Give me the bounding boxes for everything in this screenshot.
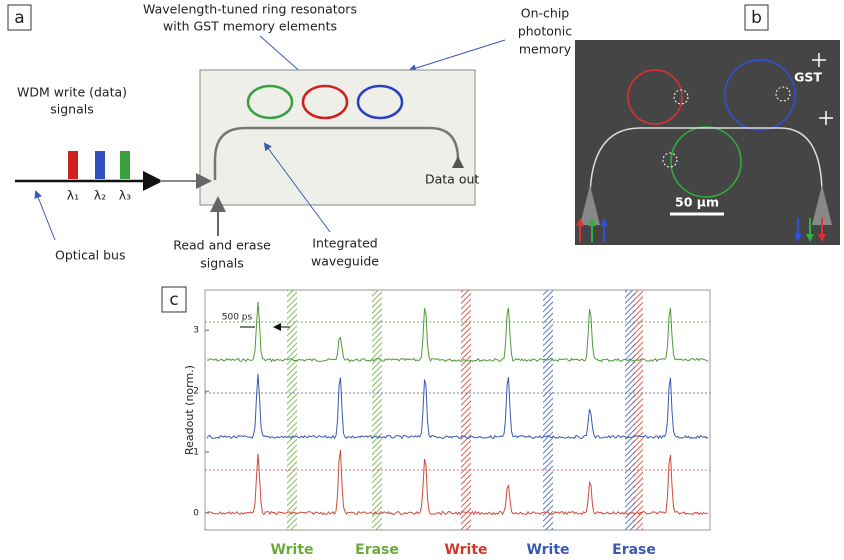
caption: Optical bus <box>55 248 126 263</box>
arrowhead <box>600 218 608 226</box>
waveguide <box>589 127 823 196</box>
caption: Integrated <box>312 236 377 251</box>
ring <box>246 84 294 120</box>
chip <box>199 69 476 206</box>
arrowhead <box>806 234 814 242</box>
caption: memory <box>519 42 572 57</box>
readout-trace <box>206 373 709 440</box>
panel-label: b <box>751 8 762 28</box>
ring <box>356 84 404 120</box>
arrowhead <box>794 234 802 242</box>
operation-band <box>461 290 471 530</box>
operation-label: Write <box>270 542 313 558</box>
pulse <box>95 151 105 179</box>
panel-a: a Wavelength-tuned ring resonators with … <box>7 2 572 271</box>
scale-label: 50 µm <box>675 195 719 210</box>
caption: Wavelength-tuned ring resonators <box>143 2 357 17</box>
output-arrow <box>452 156 464 168</box>
panel-label-box <box>744 4 769 31</box>
wavelength: λ₂ <box>94 188 106 203</box>
y-tick-label: 0 <box>193 508 199 518</box>
pulse <box>120 151 130 179</box>
ring <box>724 59 796 131</box>
caption: photonic <box>518 24 572 39</box>
arrowhead <box>818 234 826 242</box>
caption: Read and erase <box>173 238 271 253</box>
gst-site <box>673 89 689 105</box>
wavelength: λ₁ <box>67 188 79 203</box>
arrow <box>34 190 56 241</box>
gst-site <box>662 152 678 168</box>
gst-label: GST <box>794 70 822 85</box>
caption: WDM write (data) <box>17 85 127 100</box>
panel-label: a <box>14 8 24 28</box>
readout-trace <box>206 449 709 516</box>
ring <box>670 126 742 198</box>
pulse <box>68 151 78 179</box>
operation-label: Erase <box>612 542 656 558</box>
operation-label: Write <box>526 542 569 558</box>
panel-c: c Readout (norm.) 500 ps 0 1 2 3 Write Erase W… <box>161 286 711 558</box>
waveguide <box>213 126 460 180</box>
arrowhead <box>576 218 584 226</box>
y-tick-label: 3 <box>193 326 199 336</box>
operation-band <box>372 290 382 530</box>
panel-label-box <box>161 286 187 313</box>
pulse-width: 500 ps <box>222 313 253 323</box>
y-axis-label: Readout (norm.) <box>183 365 196 455</box>
arrow <box>408 39 506 73</box>
gst-site <box>775 86 791 102</box>
grating <box>580 185 600 225</box>
operation-label: Erase <box>355 542 399 558</box>
operation-band <box>543 290 553 530</box>
arrow <box>263 142 331 233</box>
operation-band <box>625 290 635 530</box>
panel-label-box <box>7 4 32 31</box>
micrograph <box>575 40 840 245</box>
y-tick-label: 1 <box>193 448 199 458</box>
caption: waveguide <box>311 254 379 269</box>
caption: signals <box>50 102 94 117</box>
caption: with GST memory elements <box>163 19 337 34</box>
ring <box>301 84 349 120</box>
wavelength: λ₃ <box>119 188 131 203</box>
grating <box>812 185 832 225</box>
operation-label: Write <box>444 542 487 558</box>
operation-band <box>633 290 643 530</box>
caption: On-chip <box>521 6 570 21</box>
ring <box>627 69 683 125</box>
marker-cross <box>812 53 833 125</box>
caption: Data out <box>425 172 479 187</box>
readout-trace <box>206 301 709 363</box>
panel-label: c <box>169 290 178 310</box>
panel-b: b GST 50 µm <box>575 4 840 245</box>
operation-band <box>287 290 297 530</box>
y-tick-label: 2 <box>193 387 199 397</box>
arrowhead <box>588 218 596 226</box>
caption: signals <box>200 256 244 271</box>
